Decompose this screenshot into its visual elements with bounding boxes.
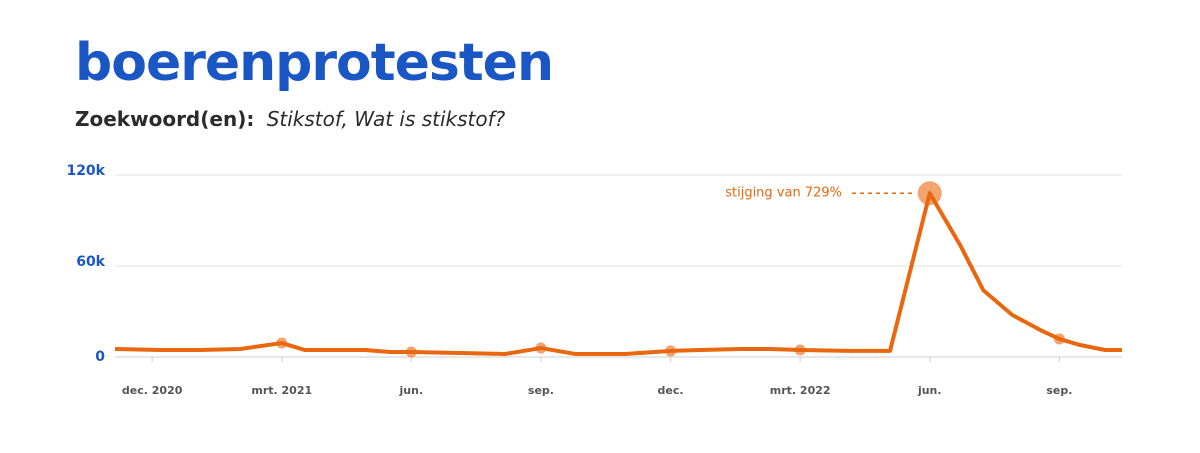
subtitle-text: Stikstof, Wat is stikstof?	[267, 107, 506, 131]
point-marker	[1053, 333, 1065, 345]
point-marker	[276, 337, 288, 349]
y-tick-label: 60k	[76, 254, 105, 270]
line	[114, 191, 1122, 356]
point-marker	[405, 346, 417, 358]
x-tick-label: sep.	[1046, 384, 1072, 397]
subtitle-label: Zoekwoord(en):	[75, 107, 254, 131]
x-tick-label: mrt. 2022	[770, 384, 831, 397]
point-marker	[794, 344, 806, 356]
x-tick-label: mrt. 2021	[251, 384, 312, 397]
chart-subtitle: Zoekwoord(en): Stikstof, Wat is stikstof…	[75, 107, 506, 131]
annotation: stijging van 729%	[725, 186, 842, 201]
x-tick-label: dec.	[658, 384, 684, 397]
x-tick-label: sep.	[528, 384, 554, 397]
chart-title: boerenprotesten	[75, 33, 553, 93]
y-tick-label: 120k	[66, 163, 105, 179]
point-marker	[535, 342, 547, 354]
x-tick-label: dec. 2020	[122, 384, 183, 397]
peak-marker	[917, 181, 942, 206]
point-marker	[665, 345, 677, 357]
x-tick-label: jun.	[917, 384, 942, 397]
x-tick-label: jun.	[399, 384, 424, 397]
y-tick-label: 0	[95, 349, 105, 365]
